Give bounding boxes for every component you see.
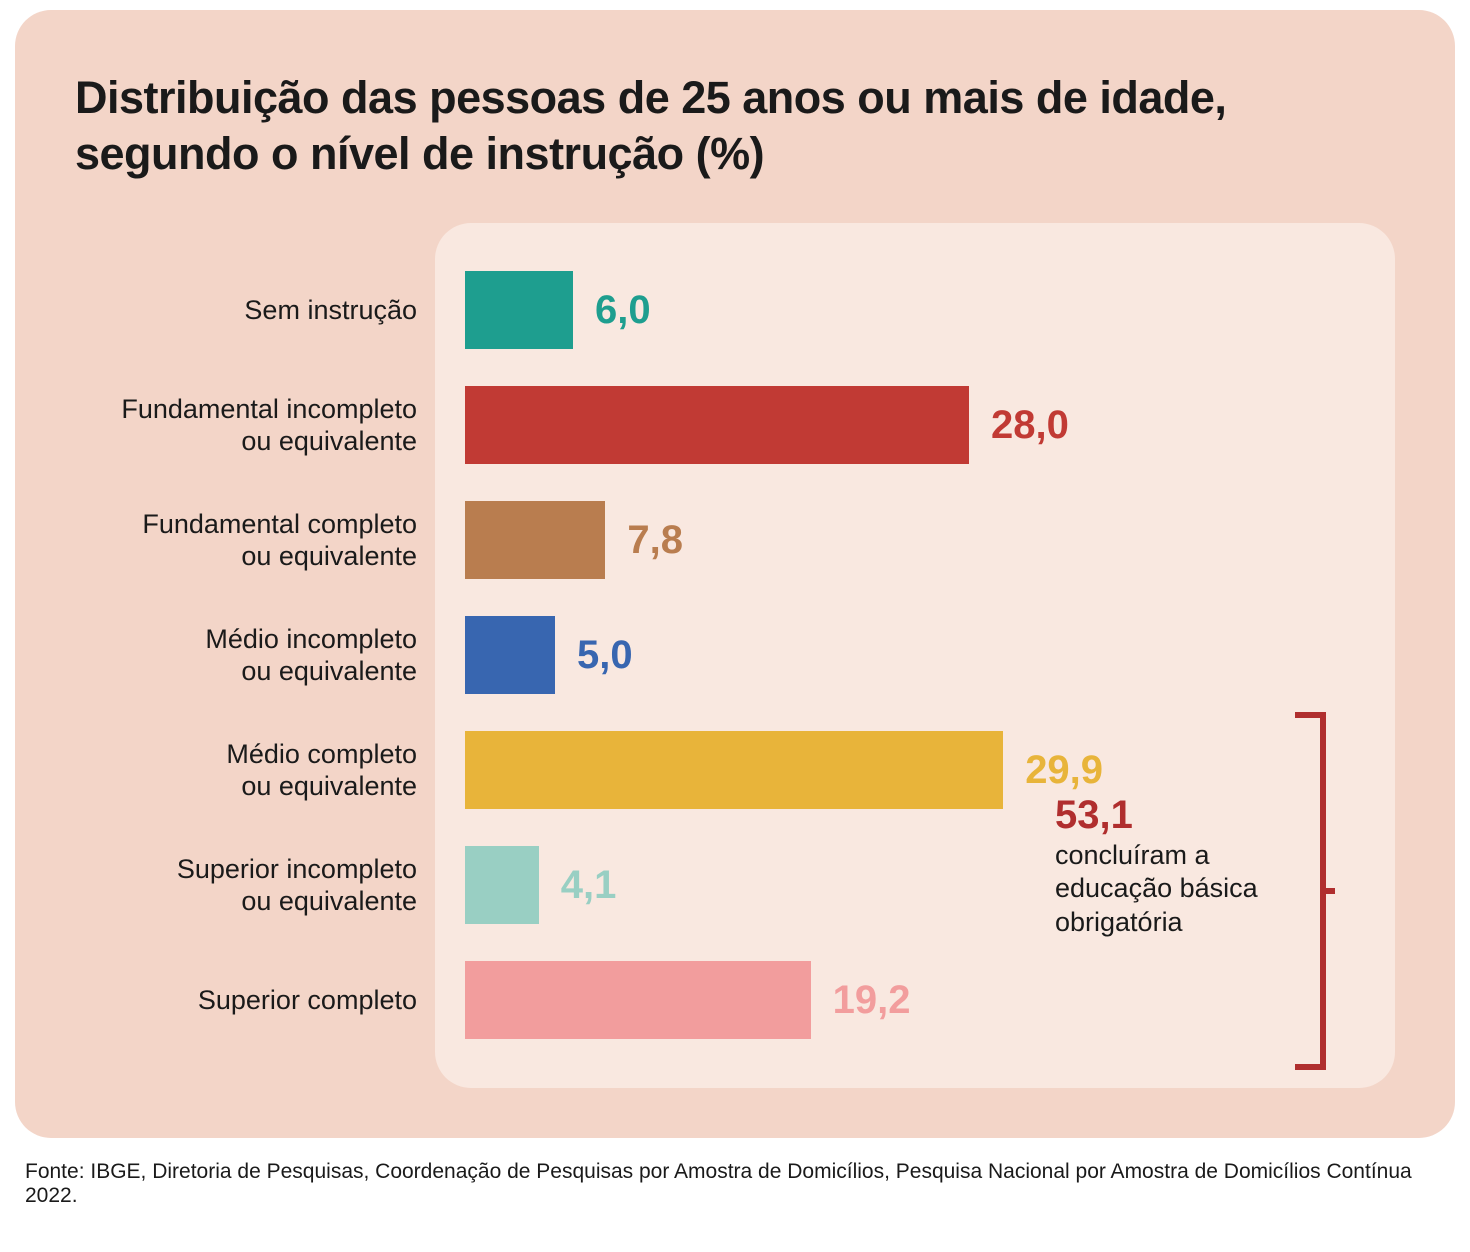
bar-row: 19,2 <box>465 943 1355 1058</box>
bar-value: 6,0 <box>595 288 651 333</box>
bar-label-row: Superior incompletoou equivalente <box>75 828 435 943</box>
callout-value: 53,1 <box>1055 793 1285 837</box>
bar-value: 19,2 <box>833 978 911 1023</box>
bar <box>465 501 605 579</box>
bar <box>465 961 811 1039</box>
bar-row: 5,0 <box>465 598 1355 713</box>
bar <box>465 616 555 694</box>
labels-column: Sem instrução Fundamental incompletoou eq… <box>75 223 435 1088</box>
bar-value: 4,1 <box>561 863 617 908</box>
bar-label: Médio completoou equivalente <box>226 738 417 803</box>
bar-label: Superior completo <box>198 984 417 1016</box>
bar-row: 28,0 <box>465 368 1355 483</box>
bar-value: 7,8 <box>627 518 683 563</box>
bar-value: 5,0 <box>577 633 633 678</box>
bar-label: Fundamental completoou equivalente <box>142 508 417 573</box>
chart-body: Sem instrução Fundamental incompletoou eq… <box>75 223 1395 1088</box>
chart-title: Distribuição das pessoas de 25 anos ou m… <box>75 70 1395 183</box>
bar-label-row: Sem instrução <box>75 253 435 368</box>
bar-label-row: Médio incompletoou equivalente <box>75 598 435 713</box>
bar <box>465 846 539 924</box>
bar-label: Sem instrução <box>244 294 417 326</box>
source-line: Fonte: IBGE, Diretoria de Pesquisas, Coo… <box>15 1160 1455 1208</box>
bar-value: 29,9 <box>1025 748 1103 793</box>
bar-row: 7,8 <box>465 483 1355 598</box>
callout-text: concluíram a educação básica obrigatória <box>1055 839 1285 940</box>
bar <box>465 386 969 464</box>
chart-card: Distribuição das pessoas de 25 anos ou m… <box>15 10 1455 1138</box>
bar-label-row: Superior completo <box>75 943 435 1058</box>
callout: 53,1 concluíram a educação básica obriga… <box>1055 793 1285 940</box>
bar-row: 6,0 <box>465 253 1355 368</box>
bar-label-row: Fundamental completoou equivalente <box>75 483 435 598</box>
bar-value: 28,0 <box>991 403 1069 448</box>
bar <box>465 731 1003 809</box>
bar-label: Superior incompletoou equivalente <box>177 853 417 918</box>
bar <box>465 271 573 349</box>
bar-label-row: Médio completoou equivalente <box>75 713 435 828</box>
bar-label: Médio incompletoou equivalente <box>205 623 417 688</box>
bar-label-row: Fundamental incompletoou equivalente <box>75 368 435 483</box>
plot-panel: 6,0 28,0 7,8 5,0 29,9 4,1 19,2 53,1 concluíram… <box>435 223 1395 1088</box>
bar-label: Fundamental incompletoou equivalente <box>121 393 417 458</box>
callout-bracket <box>1295 711 1335 1071</box>
